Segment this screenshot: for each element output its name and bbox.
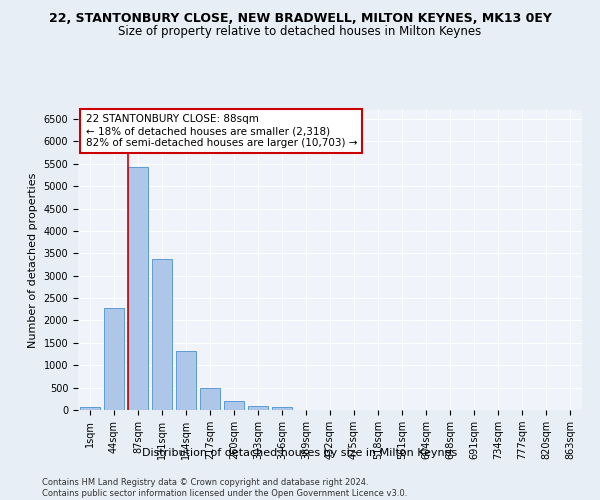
Y-axis label: Number of detached properties: Number of detached properties [28,172,38,348]
Text: Contains HM Land Registry data © Crown copyright and database right 2024.
Contai: Contains HM Land Registry data © Crown c… [42,478,407,498]
Bar [224,401,244,410]
Text: Size of property relative to detached houses in Milton Keynes: Size of property relative to detached ho… [118,25,482,38]
Bar [272,408,292,410]
Bar [104,308,124,410]
Bar [80,407,100,410]
Bar [176,352,196,410]
Text: 22, STANTONBURY CLOSE, NEW BRADWELL, MILTON KEYNES, MK13 0EY: 22, STANTONBURY CLOSE, NEW BRADWELL, MIL… [49,12,551,26]
Bar [200,388,220,410]
Bar [248,406,268,410]
Text: 22 STANTONBURY CLOSE: 88sqm
← 18% of detached houses are smaller (2,318)
82% of : 22 STANTONBURY CLOSE: 88sqm ← 18% of det… [86,114,357,148]
Bar [152,258,172,410]
Text: Distribution of detached houses by size in Milton Keynes: Distribution of detached houses by size … [142,448,458,458]
Bar [128,167,148,410]
